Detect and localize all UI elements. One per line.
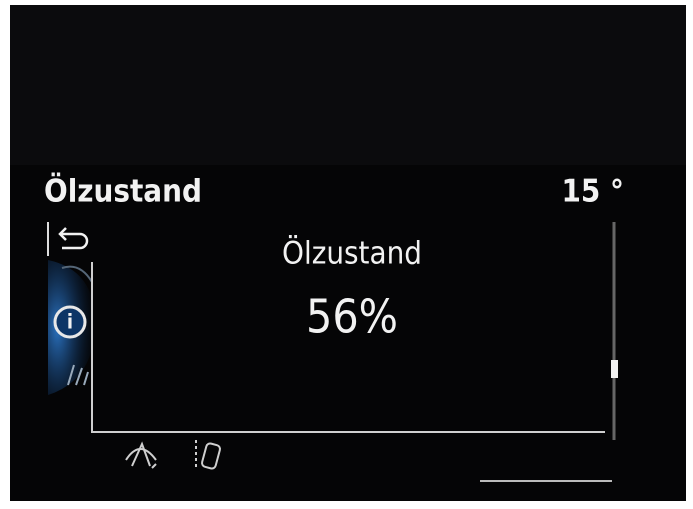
info-icon: i (67, 310, 73, 334)
header-title: Ölzustand (44, 173, 202, 210)
display-top (10, 5, 686, 165)
temperature: 15 ° (562, 174, 624, 210)
scrollbar-thumb[interactable] (611, 360, 618, 378)
panel-title: Ölzustand (282, 235, 422, 272)
page: Ölzustand 15 ° i Ölzustand 56% (() => { … (0, 0, 693, 509)
oil-level: 56% (306, 290, 398, 344)
screen: Ölzustand 15 ° i Ölzustand 56% (0, 0, 693, 509)
